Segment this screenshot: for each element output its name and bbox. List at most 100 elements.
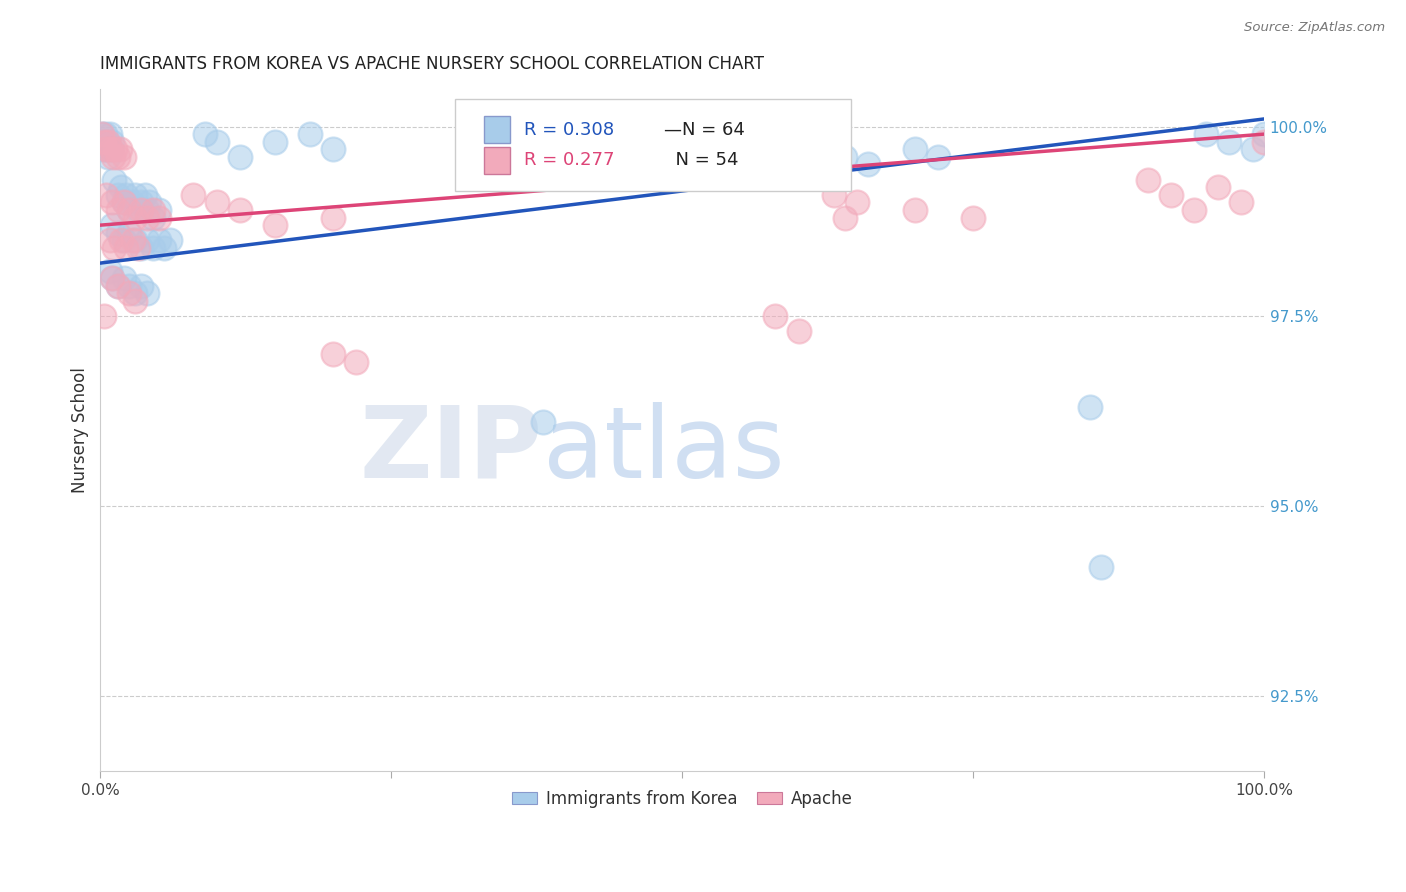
Point [134,187,156,202]
Point [264,218,287,232]
Point [962,211,984,225]
Point [322,211,344,225]
Point [142,211,165,225]
Point [531,416,554,430]
FancyBboxPatch shape [485,146,510,174]
Y-axis label: Nursery School: Nursery School [72,367,89,493]
Point [112,271,135,285]
Point [264,135,287,149]
Point [787,324,810,338]
Point [112,195,135,210]
Point [205,195,228,210]
Point [93,135,115,149]
Point [107,278,129,293]
Point [1078,401,1101,415]
Point [107,278,129,293]
Point [1090,559,1112,574]
Point [787,135,810,149]
Point [205,135,228,149]
Point [93,135,115,149]
Point [118,278,141,293]
Point [115,187,138,202]
Point [135,286,157,301]
Point [834,211,856,225]
Point [112,233,135,247]
Point [194,127,217,141]
FancyBboxPatch shape [456,99,851,191]
Point [118,286,141,301]
Point [904,202,927,217]
Point [96,142,118,156]
Point [142,241,165,255]
Point [845,195,868,210]
Point [118,202,141,217]
Point [138,195,160,210]
Point [1230,195,1253,210]
Point [148,233,170,247]
Point [904,142,927,156]
Point [101,150,124,164]
Point [858,157,880,171]
Point [101,195,124,210]
Point [121,195,143,210]
Point [135,211,157,225]
Text: R = 0.308: R = 0.308 [524,120,614,138]
Point [107,226,129,240]
Text: Source: ZipAtlas.com: Source: ZipAtlas.com [1244,21,1385,35]
Point [927,150,949,164]
Point [101,135,124,149]
Point [124,286,146,301]
Point [1206,180,1229,194]
Point [96,187,118,202]
Text: ZIP: ZIP [360,402,543,499]
Point [98,263,121,277]
Point [118,202,141,217]
Point [135,202,157,217]
Point [103,172,125,186]
Text: —N = 64: —N = 64 [664,120,745,138]
Point [159,233,181,247]
Point [229,150,252,164]
Point [115,241,138,255]
Point [1160,187,1182,202]
Point [91,142,114,156]
Point [124,211,146,225]
Point [107,150,129,164]
Point [118,226,141,240]
Point [129,195,152,210]
Point [124,293,146,308]
Point [101,271,124,285]
Point [100,142,122,156]
Point [108,142,131,156]
Point [229,202,252,217]
Point [124,187,146,202]
Point [112,195,135,210]
Point [96,135,118,149]
Point [97,135,120,149]
Point [112,150,135,164]
Point [1253,135,1275,149]
Point [1218,135,1240,149]
Point [322,142,344,156]
Point [90,127,112,141]
Point [135,233,157,247]
Point [834,150,856,164]
Point [344,354,367,368]
Point [124,233,146,247]
Point [1182,202,1205,217]
Point [153,241,176,255]
Point [183,187,205,202]
Point [1253,127,1275,141]
Point [107,202,129,217]
Point [823,187,845,202]
Point [763,309,786,323]
Point [100,142,122,156]
FancyBboxPatch shape [485,116,510,144]
Point [322,347,344,361]
Point [127,202,149,217]
Text: IMMIGRANTS FROM KOREA VS APACHE NURSERY SCHOOL CORRELATION CHART: IMMIGRANTS FROM KOREA VS APACHE NURSERY … [100,55,765,73]
Legend: Immigrants from Korea, Apache: Immigrants from Korea, Apache [506,783,859,814]
Point [298,127,321,141]
Point [148,202,170,217]
Point [98,127,121,141]
